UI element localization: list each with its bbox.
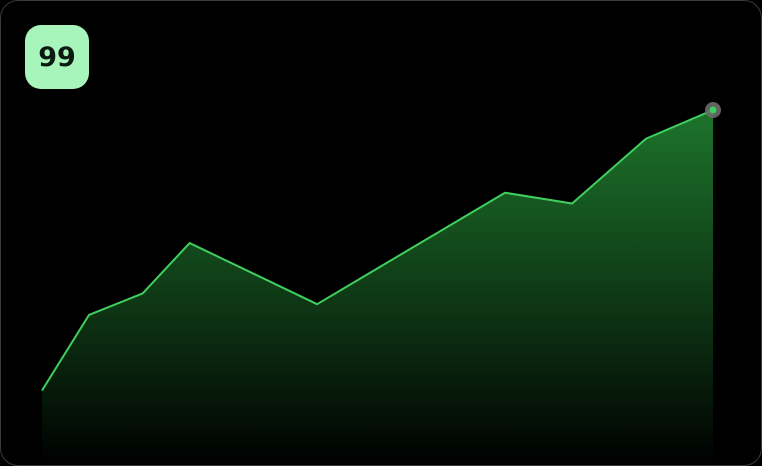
value-badge: 99 bbox=[25, 25, 89, 89]
line bbox=[41, 109, 714, 392]
area-fill bbox=[42, 110, 713, 465]
end-point-core bbox=[709, 106, 717, 114]
